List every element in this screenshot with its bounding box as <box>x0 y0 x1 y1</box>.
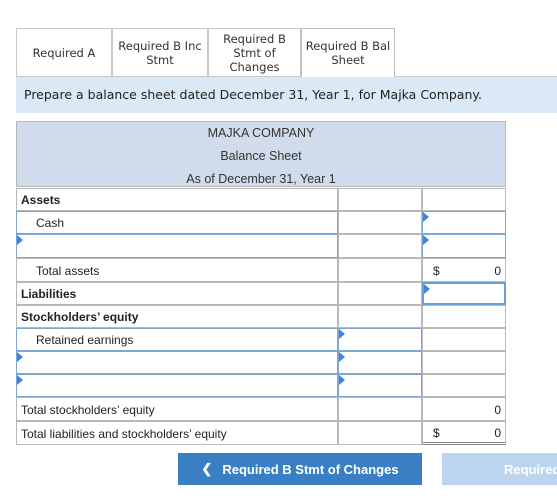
sheet-header: MAJKA COMPANY Balance Sheet As of Decemb… <box>16 121 506 187</box>
previous-button[interactable]: ❮ Required B Stmt of Changes <box>178 453 422 485</box>
tab-required-a[interactable]: Required A <box>16 28 112 76</box>
asset-label-input[interactable] <box>16 234 338 258</box>
retained-earnings-label-input[interactable]: Retained earnings <box>16 328 338 351</box>
total-equity-value: 0 <box>494 403 501 417</box>
previous-button-label: Required B Stmt of Changes <box>222 461 399 477</box>
tab-bar: Required A Required B Inc Stmt Required … <box>16 28 557 77</box>
empty-cell <box>422 328 506 351</box>
tab-required-b-stmt-of-changes[interactable]: Required B Stmt of Changes <box>208 28 301 76</box>
next-button[interactable]: Required <box>442 453 557 485</box>
empty-cell <box>338 305 422 328</box>
asset-amount-input[interactable] <box>422 234 506 258</box>
dollar-sign: $ <box>433 426 440 440</box>
empty-cell <box>338 211 422 234</box>
equity-blank-row <box>16 374 506 397</box>
statement-title: Balance Sheet <box>220 149 302 163</box>
empty-cell <box>422 351 506 374</box>
assets-label: Assets <box>16 188 338 211</box>
empty-cell <box>338 282 422 305</box>
tab-required-b-inc-stmt[interactable]: Required B Inc Stmt <box>112 28 208 76</box>
asset-blank-row <box>16 234 506 258</box>
total-assets-amount: $ 0 <box>422 258 506 282</box>
tabs-divider <box>16 76 301 77</box>
cash-label-input[interactable]: Cash <box>16 211 338 234</box>
tab-label: Required B Inc Stmt <box>118 38 202 67</box>
dropdown-marker-icon <box>339 352 345 362</box>
chevron-left-icon: ❮ <box>201 461 213 476</box>
total-equity-amount: 0 <box>422 397 506 421</box>
total-equity-row: Total stockholders’ equity 0 <box>16 397 506 421</box>
empty-cell <box>422 374 506 397</box>
cash-amount-input[interactable] <box>422 211 506 234</box>
equity-amount-input[interactable] <box>338 351 422 374</box>
equity-label-input[interactable] <box>16 374 338 397</box>
equity-label: Stockholders’ equity <box>16 305 338 328</box>
total-liab-equity-label: Total liabilities and stockholders’ equi… <box>16 421 338 445</box>
empty-cell <box>422 188 506 211</box>
empty-cell <box>338 258 422 282</box>
tabs-divider <box>395 76 557 77</box>
dropdown-marker-icon <box>339 375 345 385</box>
liabilities-amount-input[interactable] <box>422 282 506 305</box>
instruction-text: Prepare a balance sheet dated December 3… <box>16 77 557 113</box>
total-liab-equity-row: Total liabilities and stockholders’ equi… <box>16 421 506 445</box>
equity-label-input[interactable] <box>16 351 338 374</box>
liabilities-row: Liabilities <box>16 282 506 305</box>
tab-label: Required A <box>32 45 96 60</box>
total-assets-label: Total assets <box>16 258 338 282</box>
total-liab-equity-amount: $ 0 <box>422 421 506 445</box>
dropdown-marker-icon <box>424 284 430 294</box>
total-liab-equity-value: 0 <box>494 426 501 440</box>
liabilities-label: Liabilities <box>16 282 338 305</box>
dollar-sign: $ <box>433 264 440 278</box>
empty-cell <box>338 397 422 421</box>
empty-cell <box>338 188 422 211</box>
retained-earnings-row: Retained earnings <box>16 328 506 351</box>
assets-row: Assets <box>16 188 506 211</box>
retained-earnings-amount-input[interactable] <box>338 328 422 351</box>
tab-label: Required B Stmt of Changes <box>223 31 286 74</box>
equity-row: Stockholders’ equity <box>16 305 506 328</box>
empty-cell <box>422 305 506 328</box>
dropdown-marker-icon <box>423 212 429 222</box>
total-equity-label: Total stockholders’ equity <box>16 397 338 421</box>
cash-row: Cash <box>16 211 506 234</box>
dropdown-marker-icon <box>423 235 429 245</box>
statement-date: As of December 31, Year 1 <box>186 172 336 186</box>
company-name: MAJKA COMPANY <box>207 126 315 140</box>
empty-cell <box>338 234 422 258</box>
dropdown-marker-icon <box>339 329 345 339</box>
total-assets-row: Total assets $ 0 <box>16 258 506 282</box>
equity-amount-input[interactable] <box>338 374 422 397</box>
tab-required-b-bal-sheet[interactable]: Required B Bal Sheet <box>301 28 395 77</box>
empty-cell <box>338 421 422 445</box>
equity-blank-row <box>16 351 506 374</box>
dropdown-marker-icon <box>17 235 23 245</box>
next-button-label: Required <box>504 461 557 477</box>
total-assets-value: 0 <box>494 264 501 278</box>
dropdown-marker-icon <box>17 352 23 362</box>
tab-label: Required B Bal Sheet <box>305 39 391 67</box>
dropdown-marker-icon <box>17 375 23 385</box>
